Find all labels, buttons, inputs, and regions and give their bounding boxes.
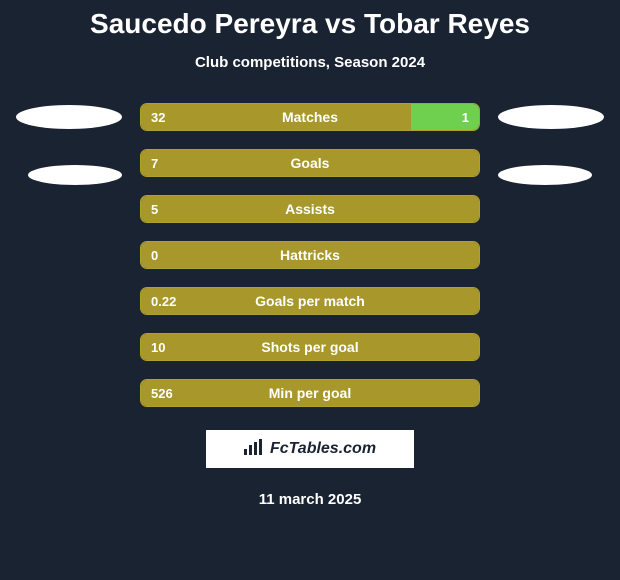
page-title: Saucedo Pereyra vs Tobar Reyes	[90, 8, 530, 40]
stat-row: Goals7	[140, 149, 480, 177]
right-player-badges	[498, 103, 608, 407]
stat-label: Min per goal	[141, 380, 479, 406]
stat-label: Goals per match	[141, 288, 479, 314]
stat-row: Hattricks0	[140, 241, 480, 269]
stat-value-left: 0	[151, 242, 158, 268]
stat-label: Goals	[141, 150, 479, 176]
stats-area: Matches32 1 Goals7 Assists5 Hattricks0 Goals …	[0, 103, 620, 407]
player-badge-ellipse	[28, 165, 122, 185]
stat-row: Matches32 1	[140, 103, 480, 131]
stat-value-left: 32	[151, 104, 165, 130]
stat-label: Assists	[141, 196, 479, 222]
player-badge-ellipse	[16, 105, 122, 129]
stat-value-right: 1	[462, 104, 469, 130]
stat-value-left: 5	[151, 196, 158, 222]
stat-label: Shots per goal	[141, 334, 479, 360]
stat-value-left: 0.22	[151, 288, 176, 314]
stat-value-left: 10	[151, 334, 165, 360]
stat-row: Goals per match0.22	[140, 287, 480, 315]
branding-badge[interactable]: FcTables.com	[205, 429, 415, 469]
stat-bars: Matches32 1 Goals7 Assists5 Hattricks0 Goals …	[140, 103, 480, 407]
stat-row: Assists5	[140, 195, 480, 223]
stat-value-left: 7	[151, 150, 158, 176]
comparison-card: Saucedo Pereyra vs Tobar Reyes Club comp…	[0, 0, 620, 580]
player-badge-ellipse	[498, 105, 604, 129]
page-subtitle: Club competitions, Season 2024	[195, 54, 425, 71]
player-badge-ellipse	[498, 165, 592, 185]
left-player-badges	[12, 103, 122, 407]
stat-value-left: 526	[151, 380, 173, 406]
branding-text: FcTables.com	[270, 440, 376, 458]
stat-label: Matches	[141, 104, 479, 130]
chart-icon	[244, 439, 264, 460]
stat-row: Min per goal526	[140, 379, 480, 407]
date-label: 11 march 2025	[259, 491, 362, 508]
stat-row: Shots per goal10	[140, 333, 480, 361]
stat-label: Hattricks	[141, 242, 479, 268]
